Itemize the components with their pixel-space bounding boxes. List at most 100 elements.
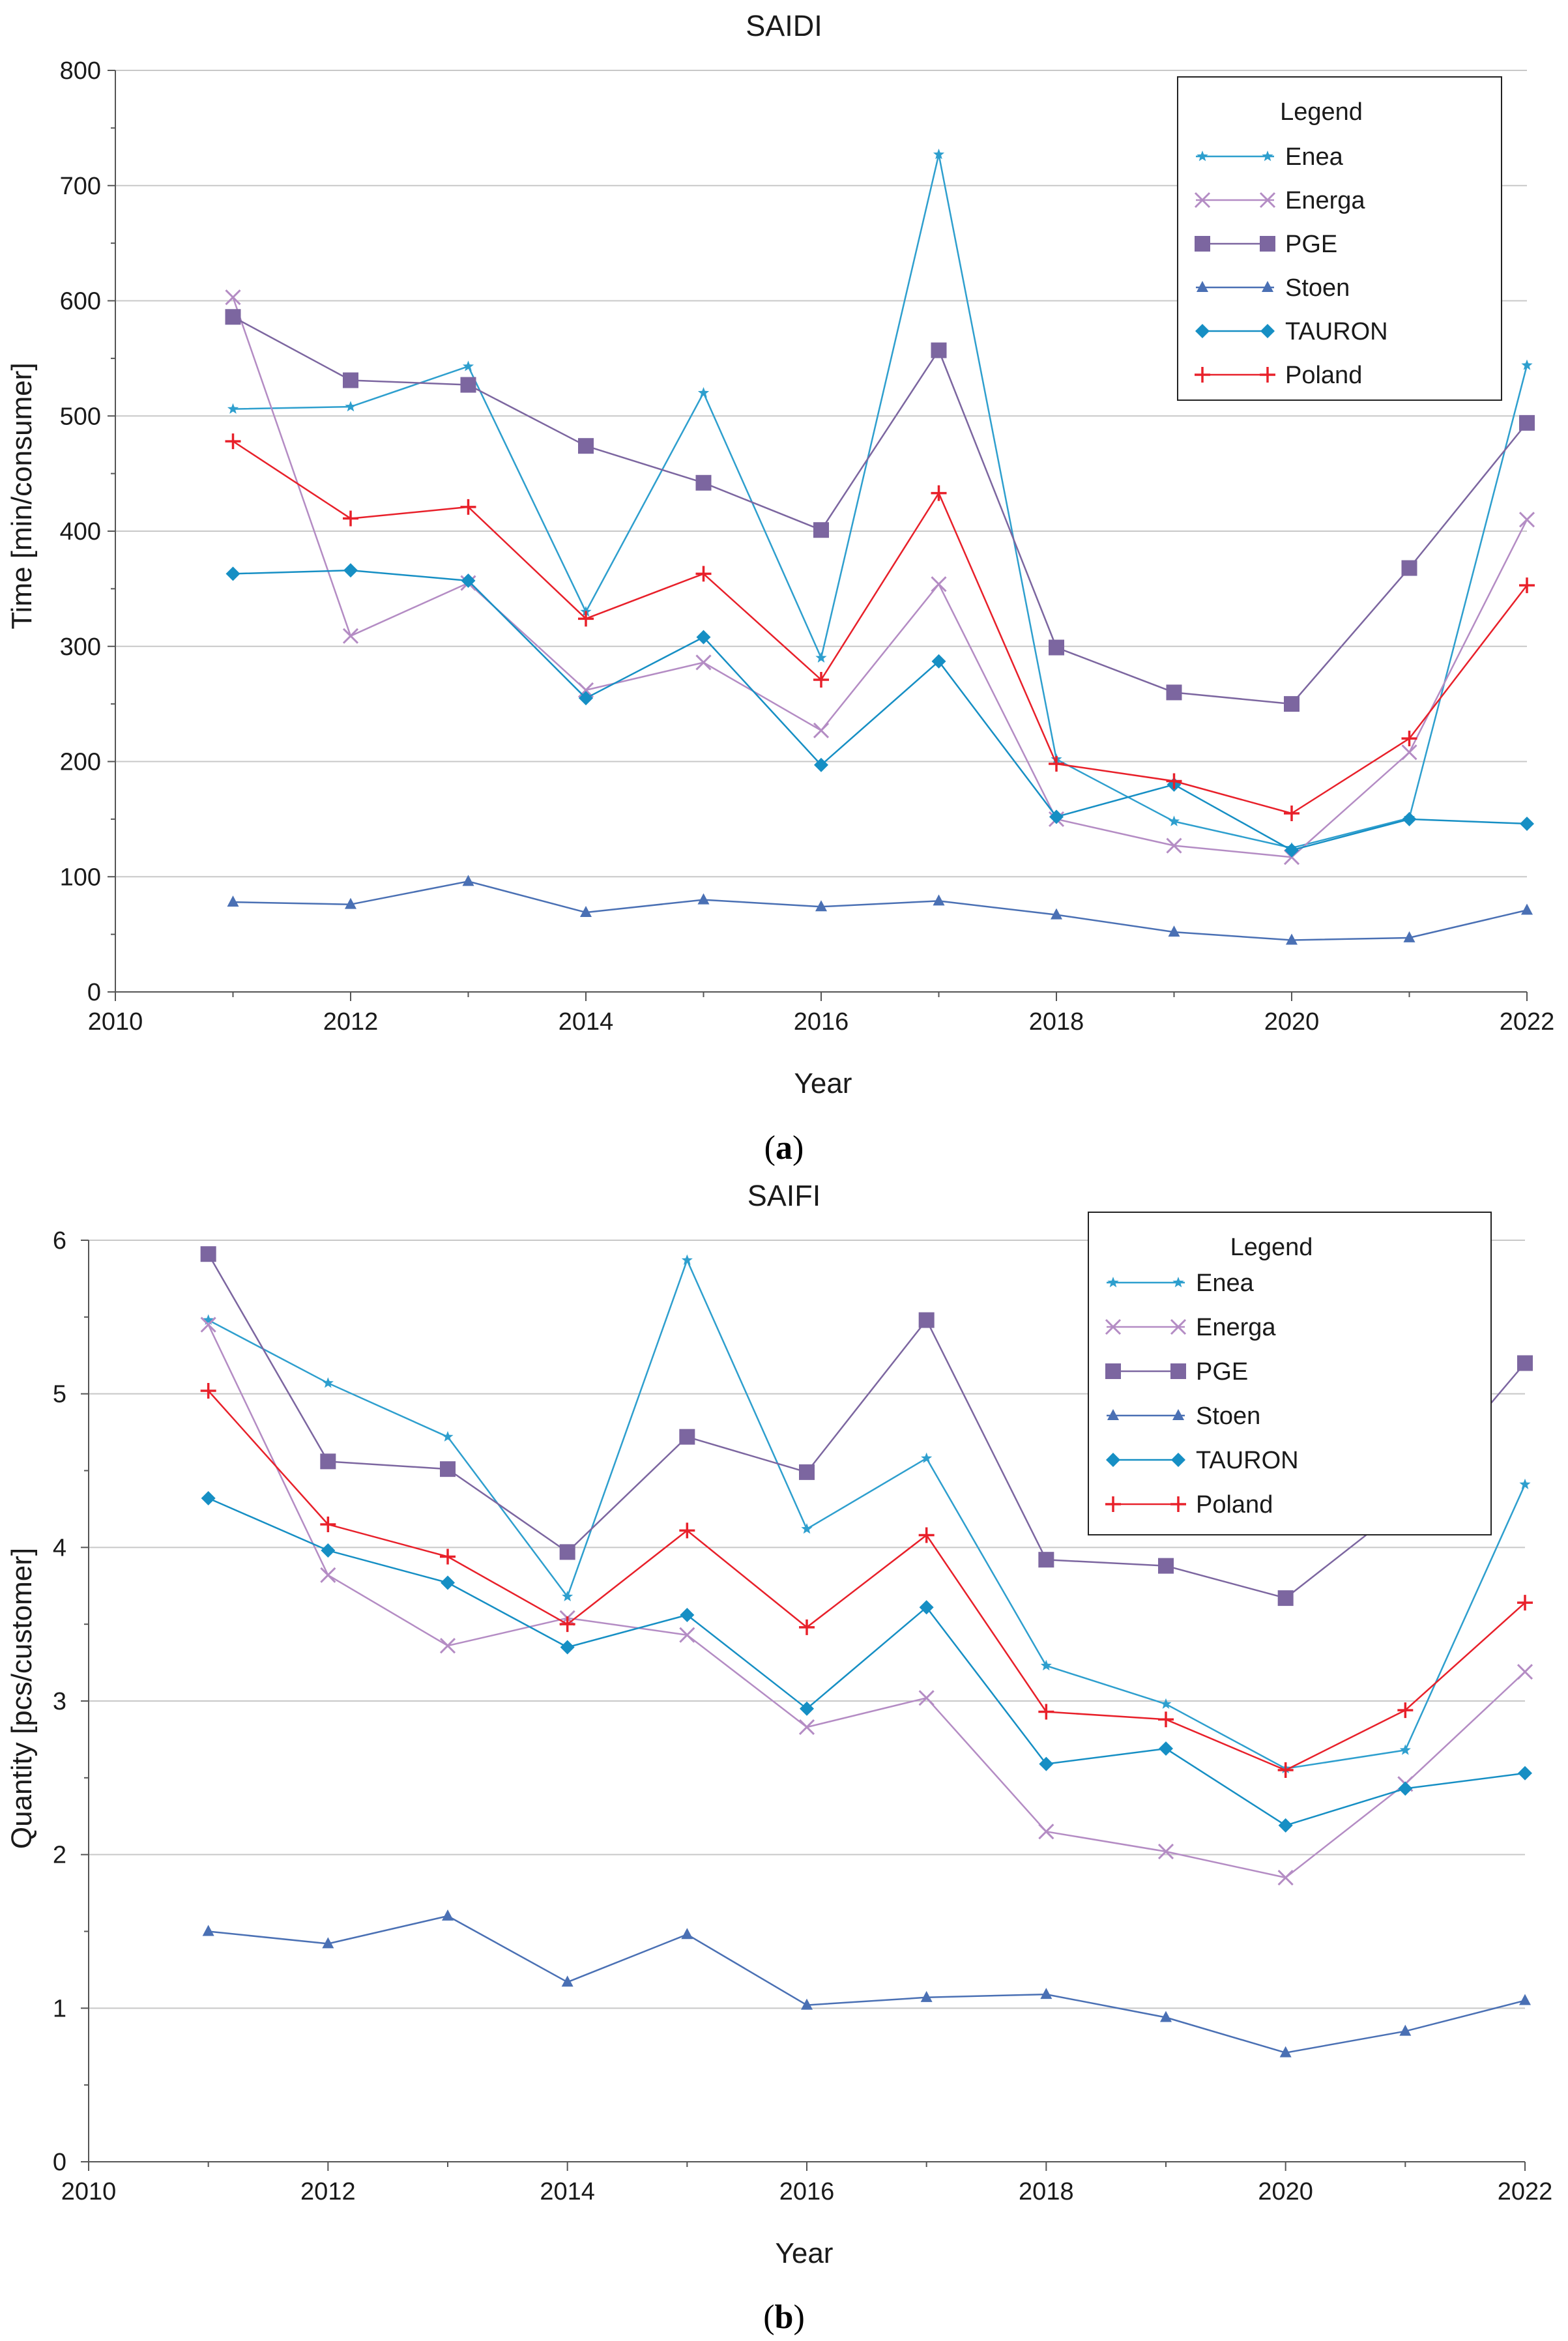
chart-b-series-energa-point [1038, 1824, 1054, 1840]
chart-a-series-stoen-point [697, 893, 710, 905]
chart-a-series-pge-point [695, 474, 712, 491]
chart-b-legend-label-energa: Energa [1196, 1314, 1276, 1341]
chart-a-legend-marker-pge [1260, 236, 1275, 252]
chart-a-series-pge-point [1401, 560, 1417, 576]
chart-a-series-poland-point [225, 433, 241, 450]
chart-b-series-energa-point [439, 1638, 456, 1654]
chart-b-series-energa-point [679, 1627, 695, 1643]
chart-a-legend-label-pge: PGE [1285, 231, 1337, 258]
chart-b-series-stoen-point [1040, 1988, 1053, 1999]
chart-a-series-stoen-point [1051, 908, 1062, 920]
chart-b-series-enea-point [1399, 1744, 1411, 1755]
chart-a-legend-box [1177, 76, 1502, 401]
chart-a-series-poland-point [813, 672, 829, 688]
chart-b-series-enea-point [1519, 1478, 1531, 1489]
chart-b-series-pge-point [1277, 1590, 1294, 1607]
chart-b-xtick-label: 2020 [1258, 2178, 1313, 2205]
chart-b-series-poland-point [1158, 1711, 1174, 1728]
chart-b-series-poland-point [559, 1616, 575, 1633]
chart-b-series-poland-line [207, 1390, 1526, 1771]
chart-b-series-energa-point [918, 1690, 935, 1706]
chart-b-series-stoen-point [1519, 1994, 1531, 2005]
chart-a-series-poland-point [1166, 773, 1182, 789]
chart-b-series-pge-point [559, 1544, 575, 1560]
chart-a-series-pge-point [1049, 639, 1064, 656]
chart-b-xtick-label: 2016 [779, 2178, 835, 2205]
chart-a-legend: Legend Enea Energa PGE Stoen TAURON Poland [1177, 76, 1502, 401]
chart-a-series-pge-point [1519, 414, 1535, 431]
chart-b-series-poland-point [1517, 1595, 1533, 1611]
chart-a-series-poland-point [1401, 731, 1417, 747]
chart-a-series-tauron-point [1285, 843, 1299, 858]
chart-a-series-energa-point [813, 722, 830, 738]
chart-a-series-stoen-point [1168, 925, 1180, 937]
chart-a-xtick-label: 2018 [1029, 1008, 1084, 1036]
chart-a-series-tauron-line [233, 569, 1528, 851]
chart-a-legend-marker-tauron [1260, 324, 1275, 338]
chart-b-series-poland-point [799, 1619, 815, 1635]
chart-a-ytick-label: 0 [87, 979, 101, 1006]
chart-b-series-enea-point [921, 1452, 933, 1463]
chart-a-series-energa-point [225, 289, 241, 306]
chart-b-series-tauron-point [1278, 1818, 1293, 1833]
chart-b-series-stoen-point [1160, 2011, 1172, 2022]
chart-b-series-stoen-point [322, 1937, 334, 1949]
chart-a-series-enea-point [345, 401, 356, 412]
chart-a-series-poland-point [460, 499, 476, 515]
chart-a-caption: (a) [764, 1129, 804, 1167]
chart-b-series-pge-point [799, 1464, 815, 1480]
chart-b-xlabel: Year [776, 2237, 834, 2269]
chart-a-xtick-label: 2014 [559, 1008, 614, 1036]
chart-a-series-pge-point [1284, 696, 1299, 712]
chart-a-series-poland-line [232, 441, 1528, 815]
chart-a-series-stoen-point [462, 875, 474, 886]
chart-b-series-poland-point [918, 1527, 935, 1543]
chart-b-series-tauron-line [208, 1497, 1526, 1827]
chart-a-ytick-label: 100 [60, 864, 101, 891]
chart-a-series-enea-point [227, 403, 239, 414]
chart-b-legend-marker-energa [1170, 1318, 1187, 1335]
chart-a-series-poland-point [1519, 577, 1535, 594]
chart-a-legend-marker-enea [1197, 151, 1208, 162]
chart-a-series-stoen-point [345, 897, 356, 909]
chart-a-series-tauron-point [696, 630, 711, 645]
chart-b-series-tauron-point [800, 1701, 814, 1716]
chart-a-xtick-label: 2022 [1500, 1008, 1555, 1036]
chart-a-series-tauron-point [1520, 816, 1534, 831]
chart-a-title: SAIDI [746, 9, 822, 42]
chart-b-series-energa-point [1277, 1869, 1294, 1886]
chart-a-legend-label-poland: Poland [1285, 362, 1362, 389]
chart-a-legend-marker-poland [1260, 367, 1275, 383]
chart-a-legend-label-tauron: TAURON [1285, 318, 1388, 345]
chart-b-series-energa-line [207, 1324, 1526, 1879]
chart-b-series-tauron-point [1518, 1766, 1532, 1781]
chart-b-legend-marker-tauron [1106, 1453, 1120, 1467]
chart-b-legend-marker-poland [1105, 1496, 1121, 1512]
chart-a-series-enea-point [1168, 815, 1180, 826]
chart-b-legend-label-tauron: TAURON [1196, 1447, 1299, 1474]
chart-b-series-poland-point [1038, 1704, 1054, 1720]
chart-b-series-enea-line [208, 1259, 1526, 1769]
chart-b-legend-marker-stoen [1107, 1409, 1119, 1420]
chart-b-series-tauron-point [560, 1640, 575, 1655]
chart-b-caption: (b) [763, 2299, 805, 2336]
chart-a-ytick-label: 600 [60, 288, 101, 315]
chart-b: SAIFI 0 1 2 3 4 5 6 2010 2012 2014 2016 2018 2020 202… [6, 1179, 1552, 2336]
chart-a-xlabel: Year [794, 1068, 852, 1099]
chart-b-xtick-label: 2014 [540, 2178, 595, 2205]
chart-a-series-tauron-point [461, 574, 476, 589]
chart-b-series-tauron-point [441, 1575, 455, 1590]
chart-a-ytick-label: 300 [60, 633, 101, 661]
chart-a-series-tauron-point [579, 691, 593, 706]
chart-a-series-enea-point [697, 386, 710, 398]
chart-b-series-enea-point [801, 1523, 813, 1534]
chart-a-legend-marker-pge [1195, 236, 1210, 252]
chart-b-series-energa-point [1157, 1843, 1174, 1860]
chart-a-series-poland-point [695, 566, 712, 582]
chart-b-series-stoen-point [442, 1909, 454, 1921]
chart-a-xtick-label: 2016 [794, 1008, 849, 1036]
chart-b-xtick-label: 2018 [1019, 2178, 1074, 2205]
chart-b-series-stoen-point [561, 1975, 573, 1987]
chart-b-series-pge-point [440, 1461, 456, 1477]
